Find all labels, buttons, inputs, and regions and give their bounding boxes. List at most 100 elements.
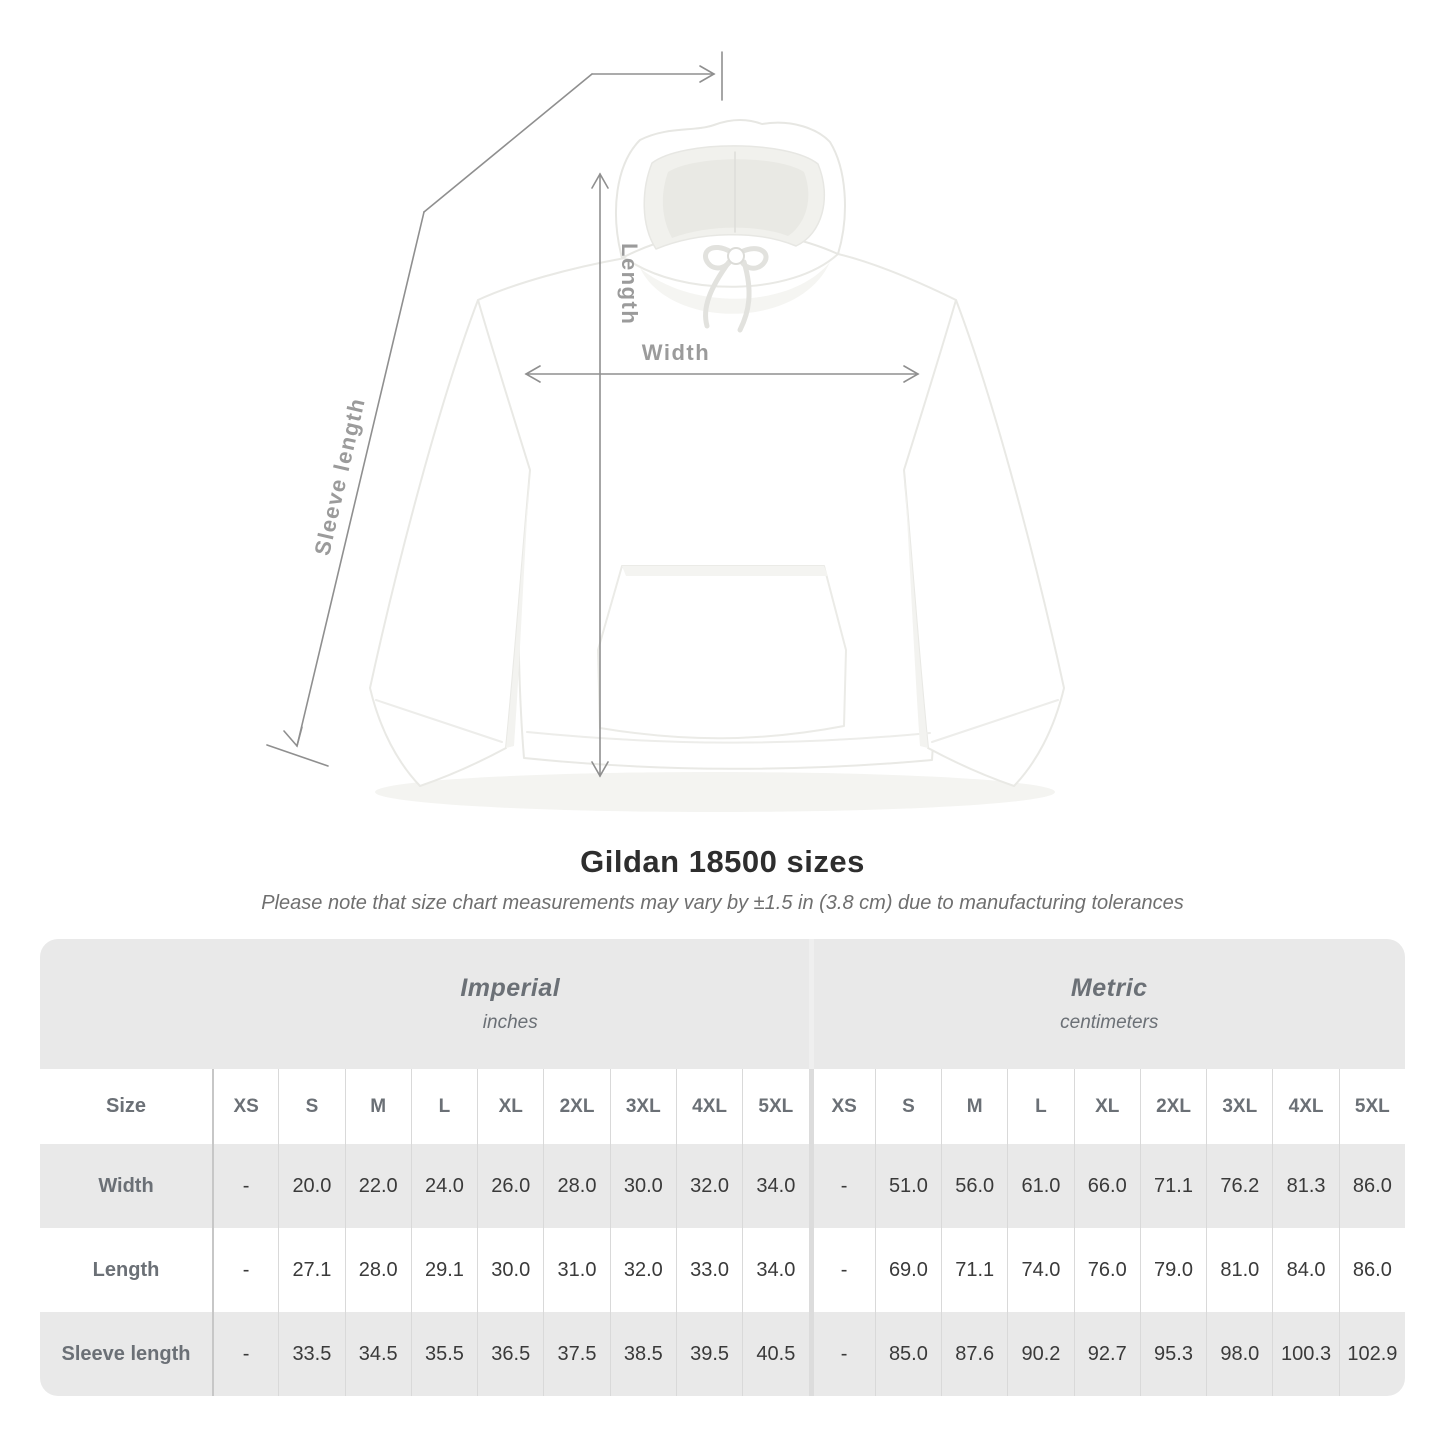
measurement-value: 27.1 bbox=[278, 1228, 344, 1312]
length-label: Length bbox=[617, 243, 642, 325]
size-col-imperial-xl: XL bbox=[477, 1069, 543, 1144]
size-col-metric-xs: XS bbox=[808, 1069, 875, 1144]
measurement-value: 86.0 bbox=[1338, 1144, 1405, 1228]
measurement-value: 40.5 bbox=[742, 1312, 808, 1396]
measurement-value: - bbox=[808, 1228, 875, 1312]
width-arrow bbox=[524, 365, 920, 383]
size-col-imperial-xs: XS bbox=[212, 1069, 278, 1144]
row-label-sleeve-length: Sleeve length bbox=[61, 1342, 191, 1365]
measurement-value: 85.0 bbox=[874, 1312, 941, 1396]
measurement-value: 66.0 bbox=[1073, 1144, 1140, 1228]
measurement-value: 31.0 bbox=[543, 1228, 609, 1312]
size-col-metric-5xl: 5XL bbox=[1338, 1069, 1405, 1144]
size-col-metric-m: M bbox=[941, 1069, 1007, 1144]
size-col-imperial-5xl: 5XL bbox=[742, 1069, 808, 1144]
measurement-value: 24.0 bbox=[410, 1144, 477, 1228]
measurement-value: 90.2 bbox=[1007, 1312, 1073, 1396]
measurement-value: 37.5 bbox=[543, 1312, 609, 1396]
measurement-value: 102.9 bbox=[1338, 1312, 1405, 1396]
measurement-value: 76.2 bbox=[1206, 1144, 1272, 1228]
group-header-spacer bbox=[40, 939, 212, 1069]
page-title: Gildan 18500 sizes bbox=[580, 844, 865, 879]
measurement-value: 29.1 bbox=[410, 1228, 477, 1312]
size-chart-table: Imperial inches Metric centimeters Size … bbox=[40, 939, 1405, 1396]
measurement-value: 28.0 bbox=[543, 1144, 609, 1228]
measurement-value: 84.0 bbox=[1272, 1228, 1338, 1312]
sleeve-length-arrow bbox=[266, 51, 723, 767]
length-arrow bbox=[591, 172, 609, 778]
measurement-value: 26.0 bbox=[477, 1144, 543, 1228]
measurement-value: 33.0 bbox=[675, 1228, 742, 1312]
measurement-value: 87.6 bbox=[941, 1312, 1007, 1396]
size-col-imperial-4xl: 4XL bbox=[675, 1069, 742, 1144]
tolerance-note: Please note that size chart measurements… bbox=[261, 892, 1184, 914]
measurement-value: 74.0 bbox=[1007, 1228, 1073, 1312]
measurement-value: 71.1 bbox=[1139, 1144, 1206, 1228]
size-col-imperial-l: L bbox=[410, 1069, 477, 1144]
measurement-value: 33.5 bbox=[278, 1312, 344, 1396]
measurement-value: 32.0 bbox=[675, 1144, 742, 1228]
size-col-metric-3xl: 3XL bbox=[1206, 1069, 1272, 1144]
hoodie-figure-svg: Length Width Sleeve length bbox=[266, 51, 1065, 812]
hoodie-size-diagram: Length Width Sleeve length bbox=[266, 51, 1065, 812]
measurement-value: 22.0 bbox=[344, 1144, 411, 1228]
measurement-value: - bbox=[808, 1312, 875, 1396]
measurement-value: 39.5 bbox=[675, 1312, 742, 1396]
measurement-value: 28.0 bbox=[344, 1228, 411, 1312]
imperial-group-header: Imperial inches bbox=[212, 939, 809, 1069]
measurement-value: 34.5 bbox=[344, 1312, 411, 1396]
measurement-value: 79.0 bbox=[1139, 1228, 1206, 1312]
size-col-imperial-2xl: 2XL bbox=[543, 1069, 609, 1144]
measurement-value: 81.3 bbox=[1272, 1144, 1338, 1228]
garment-shadow bbox=[375, 772, 1055, 812]
size-col-metric-l: L bbox=[1007, 1069, 1073, 1144]
metric-unit: centimeters bbox=[1060, 1012, 1159, 1033]
size-col-imperial-3xl: 3XL bbox=[609, 1069, 676, 1144]
width-label: Width bbox=[642, 340, 710, 365]
row-label-length: Length bbox=[92, 1258, 160, 1281]
imperial-unit: inches bbox=[482, 1012, 538, 1033]
measurement-value: 30.0 bbox=[477, 1228, 543, 1312]
hoodie-image bbox=[369, 119, 1065, 787]
measurement-value: 100.3 bbox=[1272, 1312, 1338, 1396]
measurement-lines bbox=[266, 51, 920, 778]
measurement-value: - bbox=[212, 1228, 278, 1312]
table-row-sleeve-length: Sleeve length - 33.5 34.5 35.5 36.5 37.5… bbox=[40, 1312, 1405, 1396]
measurement-value: 36.5 bbox=[477, 1312, 543, 1396]
row-label-width: Width bbox=[98, 1174, 154, 1197]
measurement-value: 32.0 bbox=[609, 1228, 676, 1312]
measurement-value: 92.7 bbox=[1073, 1312, 1140, 1396]
measurement-value: - bbox=[808, 1144, 875, 1228]
table-row-width: Width - 20.0 22.0 24.0 26.0 28.0 30.0 32… bbox=[40, 1144, 1405, 1228]
measurement-value: 38.5 bbox=[609, 1312, 676, 1396]
measurement-value: - bbox=[212, 1144, 278, 1228]
unit-group-header-row: Imperial inches Metric centimeters bbox=[40, 939, 1405, 1069]
imperial-title: Imperial bbox=[460, 974, 561, 1002]
metric-group-header: Metric centimeters bbox=[808, 939, 1406, 1069]
size-col-imperial-m: M bbox=[344, 1069, 411, 1144]
size-header-row: Size XS S M L XL 2XL 3XL 4XL 5XL XS S M … bbox=[40, 1069, 1405, 1144]
measurement-value: 61.0 bbox=[1007, 1144, 1073, 1228]
measurement-value: 86.0 bbox=[1338, 1228, 1405, 1312]
size-col-metric-s: S bbox=[874, 1069, 941, 1144]
measurement-value: 69.0 bbox=[874, 1228, 941, 1312]
measurement-value: - bbox=[212, 1312, 278, 1396]
metric-title: Metric bbox=[1070, 974, 1148, 1002]
size-column-header: Size bbox=[105, 1095, 147, 1117]
measurement-value: 20.0 bbox=[278, 1144, 344, 1228]
size-col-metric-4xl: 4XL bbox=[1272, 1069, 1338, 1144]
measurement-value: 98.0 bbox=[1206, 1312, 1272, 1396]
measurement-value: 56.0 bbox=[941, 1144, 1007, 1228]
measurement-value: 71.1 bbox=[941, 1228, 1007, 1312]
measurement-value: 34.0 bbox=[742, 1228, 808, 1312]
measurement-value: 95.3 bbox=[1139, 1312, 1206, 1396]
measurement-value: 35.5 bbox=[410, 1312, 477, 1396]
measurement-value: 51.0 bbox=[874, 1144, 941, 1228]
size-col-metric-xl: XL bbox=[1073, 1069, 1140, 1144]
measurement-value: 81.0 bbox=[1206, 1228, 1272, 1312]
table-row-length: Length - 27.1 28.0 29.1 30.0 31.0 32.0 3… bbox=[40, 1228, 1405, 1312]
measurement-value: 34.0 bbox=[742, 1144, 808, 1228]
measurement-value: 76.0 bbox=[1073, 1228, 1140, 1312]
size-col-imperial-s: S bbox=[278, 1069, 344, 1144]
size-col-metric-2xl: 2XL bbox=[1139, 1069, 1206, 1144]
